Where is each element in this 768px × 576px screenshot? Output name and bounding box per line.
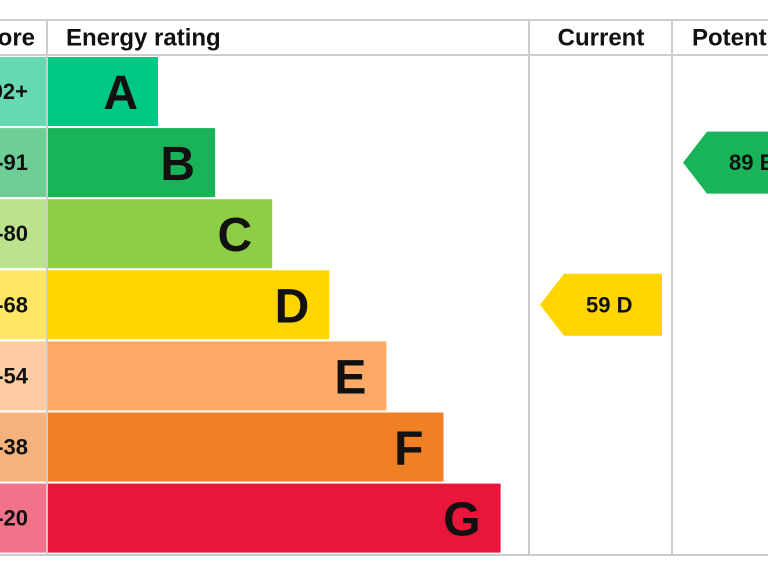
- score-range: 39-54: [0, 363, 29, 388]
- header-rating: Energy rating: [66, 25, 221, 52]
- band-letter: B: [160, 138, 195, 191]
- current-arrow: [540, 273, 662, 336]
- score-cell: [0, 483, 46, 553]
- band-letter: A: [103, 67, 138, 120]
- score-cell: [0, 412, 46, 482]
- score-cell: [0, 199, 46, 269]
- score-range: 21-38: [0, 435, 28, 460]
- header-current: Current: [558, 25, 645, 52]
- score-cell: [0, 270, 46, 340]
- header-score: Score: [0, 25, 35, 52]
- rating-bar: [48, 483, 501, 553]
- score-range: 1-20: [0, 506, 28, 531]
- potential-arrow: [683, 131, 768, 194]
- rating-bar: [48, 341, 387, 411]
- band-letter: E: [334, 351, 366, 404]
- rating-bar: [48, 412, 444, 482]
- score-cell: [0, 341, 46, 411]
- band-letter: G: [443, 494, 480, 547]
- rating-bar: [48, 199, 273, 269]
- score-range: 92+: [0, 79, 28, 104]
- score-range: 81-91: [0, 150, 28, 175]
- current-label: 59 D: [586, 292, 632, 317]
- rating-bar: [48, 270, 330, 340]
- rating-bar: [48, 57, 158, 126]
- header-potential: Potential: [692, 25, 768, 52]
- band-letter: D: [275, 280, 310, 333]
- score-cell: [0, 128, 46, 198]
- band-letter: F: [394, 423, 423, 476]
- score-range: 55-68: [0, 292, 28, 317]
- rating-bar: [48, 128, 216, 198]
- score-cell: [0, 57, 46, 126]
- potential-label: 89 B: [729, 150, 768, 175]
- band-letter: C: [218, 209, 253, 262]
- score-range: 69-80: [0, 221, 28, 246]
